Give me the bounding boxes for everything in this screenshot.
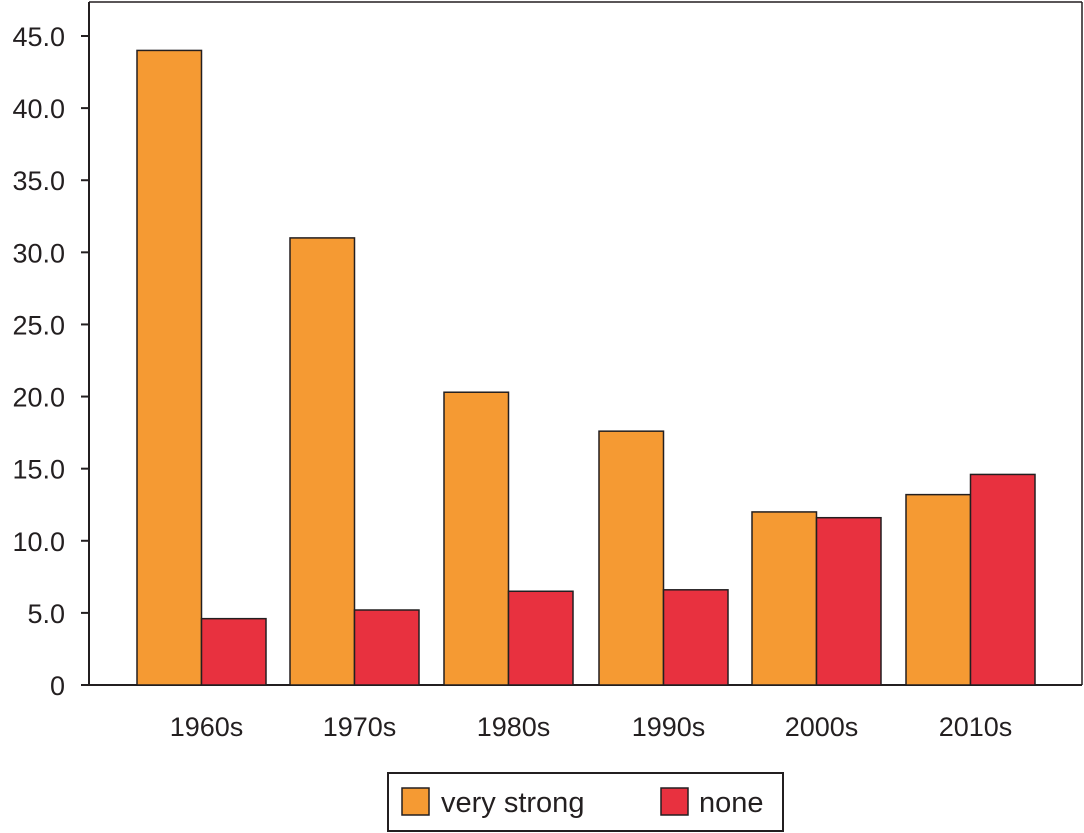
- y-tick-label: 15.0: [12, 455, 65, 485]
- bar-very-strong-1980s: [443, 391, 510, 686]
- legend-swatch-very-strong: [401, 787, 430, 816]
- x-axis-ticks: 1960s 1970s 1980s 1990s 2000s 2010s: [170, 712, 1013, 742]
- bar-none-1960s: [200, 617, 267, 686]
- y-tick-label: 40.0: [12, 94, 65, 124]
- y-tick-label: 30.0: [12, 238, 65, 268]
- y-tick-label: 45.0: [12, 22, 65, 52]
- bar-none-1990s: [662, 589, 729, 686]
- bar-very-strong-1960s: [136, 49, 203, 686]
- y-tick-label: 10.0: [12, 527, 65, 557]
- legend-label-none: none: [699, 787, 764, 819]
- bar-none-2000s: [815, 516, 882, 686]
- x-tick-label: 2000s: [785, 712, 859, 742]
- bars: [136, 49, 1036, 686]
- x-tick-label: 1960s: [170, 712, 244, 742]
- y-axis-ticks: 0 5.0 10.0 15.0 20.0 25.0 30.0 35.0 40.0 45.0: [12, 22, 89, 701]
- bar-very-strong-1970s: [289, 237, 356, 686]
- x-tick-label: 1980s: [477, 712, 551, 742]
- x-tick-label: 1970s: [323, 712, 397, 742]
- legend-label-very-strong: very strong: [441, 787, 584, 819]
- y-tick-label: 25.0: [12, 310, 65, 340]
- bar-very-strong-2000s: [751, 511, 818, 686]
- bar-none-2010s: [969, 473, 1036, 686]
- legend-swatch-none: [660, 787, 689, 816]
- plot-area: 0 5.0 10.0 15.0 20.0 25.0 30.0 35.0 40.0 45.0 196…: [12, 1, 1083, 742]
- y-tick-label: 0: [50, 671, 65, 701]
- bar-very-strong-2010s: [905, 493, 972, 686]
- x-tick-label: 2010s: [939, 712, 1013, 742]
- y-tick-label: 35.0: [12, 166, 65, 196]
- bar-none-1980s: [507, 590, 574, 686]
- bar-none-1970s: [353, 609, 420, 686]
- bar-very-strong-1990s: [598, 430, 665, 686]
- y-tick-label: 5.0: [27, 599, 65, 629]
- legend: very strong none: [387, 772, 784, 832]
- x-tick-label: 1990s: [632, 712, 706, 742]
- y-tick-label: 20.0: [12, 383, 65, 413]
- legend-box: [387, 772, 784, 832]
